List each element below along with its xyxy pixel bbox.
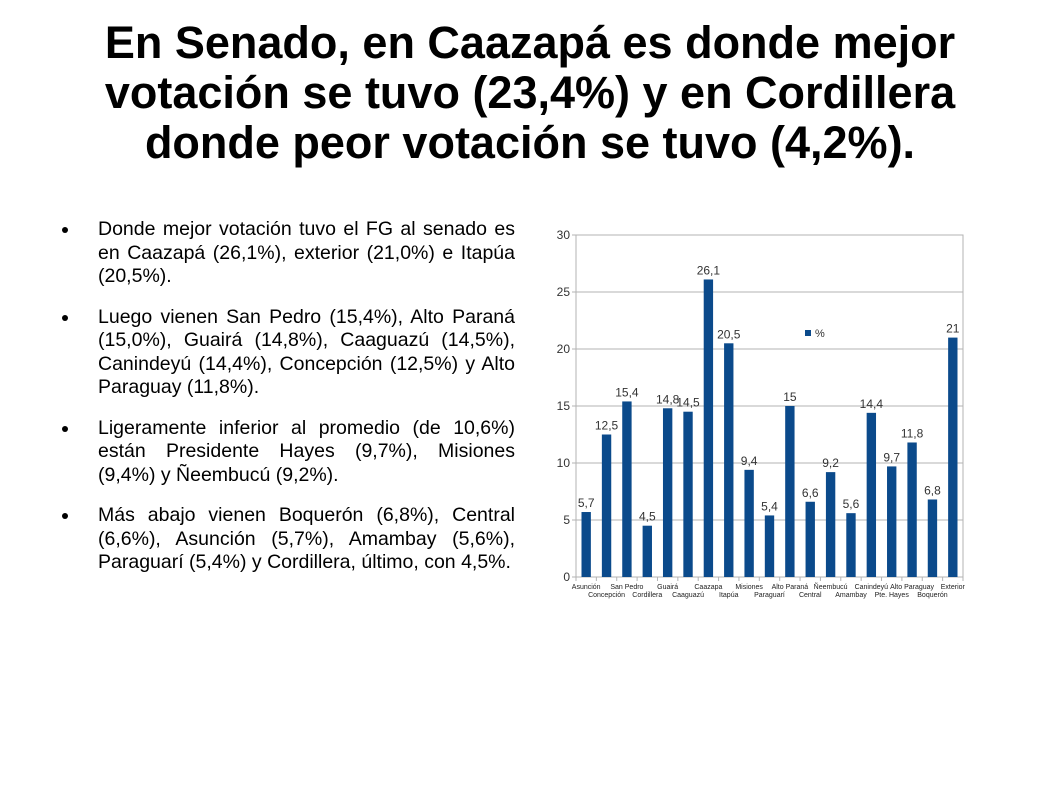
data-label: 6,6 [802,486,819,500]
bar [927,499,938,577]
data-label: 26,1 [697,263,721,277]
data-label: 21 [946,322,960,336]
y-tick-label: 5 [563,513,570,527]
data-label: 15 [783,390,797,404]
bullet-item: Más abajo vienen Boquerón (6,8%), Centra… [60,504,515,575]
x-tick-label: San Pedro [610,584,643,591]
data-label: 6,8 [924,483,941,497]
data-label: 11,8 [901,426,924,440]
x-tick-label: Caaguazú [672,592,704,599]
y-tick-label: 15 [557,399,571,413]
bullet-text: Más abajo vienen Boquerón (6,8%), Centra… [98,504,515,573]
data-label: 12,5 [595,419,619,433]
chart-svg: 0 5 10 15 20 25 30 5,7 Asunción 12,5 Concepción 15,… [557,228,966,599]
bar [907,442,917,577]
bullet-item: Luego vienen San Pedro (15,4%), Alto Par… [60,306,515,400]
bullet-text: Luego vienen San Pedro (15,4%), Alto Par… [98,305,515,399]
x-tick-label: Alto Paraguay [890,584,934,591]
data-label: 14,4 [860,397,884,411]
x-tick-label: Caazapa [694,584,722,591]
bar [622,401,632,577]
bullet-item: Ligeramente inferior al promedio (de 10,… [60,417,515,488]
x-tick-label: Guairá [657,584,678,591]
x-tick-label: Canindeyú [855,584,889,591]
x-tick-label: Cordillera [632,592,662,599]
y-tick-label: 30 [557,228,571,242]
data-label: 5,6 [843,497,860,511]
x-tick-label: Concepción [588,592,625,599]
y-tick-label: 20 [557,342,571,356]
data-label: 4,5 [639,510,656,524]
data-label: 20,5 [717,327,741,341]
bullet-dot-icon [62,513,68,519]
bar [785,406,795,577]
slide-title: En Senado, en Caazapá es donde mejor vot… [104,17,956,168]
bar [948,337,958,577]
bar [601,434,612,577]
bar [642,525,652,577]
bar-chart: 0 5 10 15 20 25 30 5,7 Asunción 12,5 Concepción 15,… [528,216,978,606]
legend-swatch [805,330,811,336]
bar [703,279,714,577]
data-label: 15,4 [615,385,639,399]
legend-label: % [815,328,825,340]
data-label: 9,7 [883,450,900,464]
x-tick-label: Central [799,592,822,599]
bar [724,343,734,577]
y-tick-label: 10 [557,456,571,470]
data-label: 9,2 [822,456,839,470]
bar [744,469,754,577]
x-tick-label: Amambay [835,592,867,599]
x-tick-label: Pte. Hayes [875,592,910,599]
bar [846,513,856,577]
x-tick-label: Paraguarí [754,592,785,599]
bullet-text: Ligeramente inferior al promedio (de 10,… [98,416,515,486]
bar [805,501,815,577]
bullet-dot-icon [62,314,68,321]
bar [866,412,877,577]
x-tick-label: Exterior [941,584,966,591]
data-label: 14,8 [656,392,680,406]
bullet-item: Donde mejor votación tuvo el FG al senad… [60,218,515,289]
bullet-text: Donde mejor votación tuvo el FG al senad… [98,218,515,287]
bar [662,408,673,577]
bar [683,411,693,577]
data-label: 14,5 [676,396,700,410]
x-tick-label: Ñeembucú [814,582,848,591]
data-label: 9,4 [741,454,758,468]
bullet-list: Donde mejor votación tuvo el FG al senad… [60,218,515,592]
x-tick-label: Boquerón [917,592,947,599]
y-tick-label: 25 [557,285,571,299]
bullet-dot-icon [62,425,68,432]
bullet-dot-icon [62,227,68,233]
x-tick-label: Misiones [735,584,763,591]
bar [581,512,591,577]
bar [825,472,836,577]
bar [764,515,775,577]
bar [887,466,897,577]
x-tick-label: Asunción [572,584,601,591]
x-tick-label: Itapúa [719,592,739,599]
data-label: 5,4 [761,499,778,513]
x-tick-label: Alto Paraná [772,584,809,591]
data-label: 5,7 [578,496,595,510]
y-tick-label: 0 [563,570,570,584]
